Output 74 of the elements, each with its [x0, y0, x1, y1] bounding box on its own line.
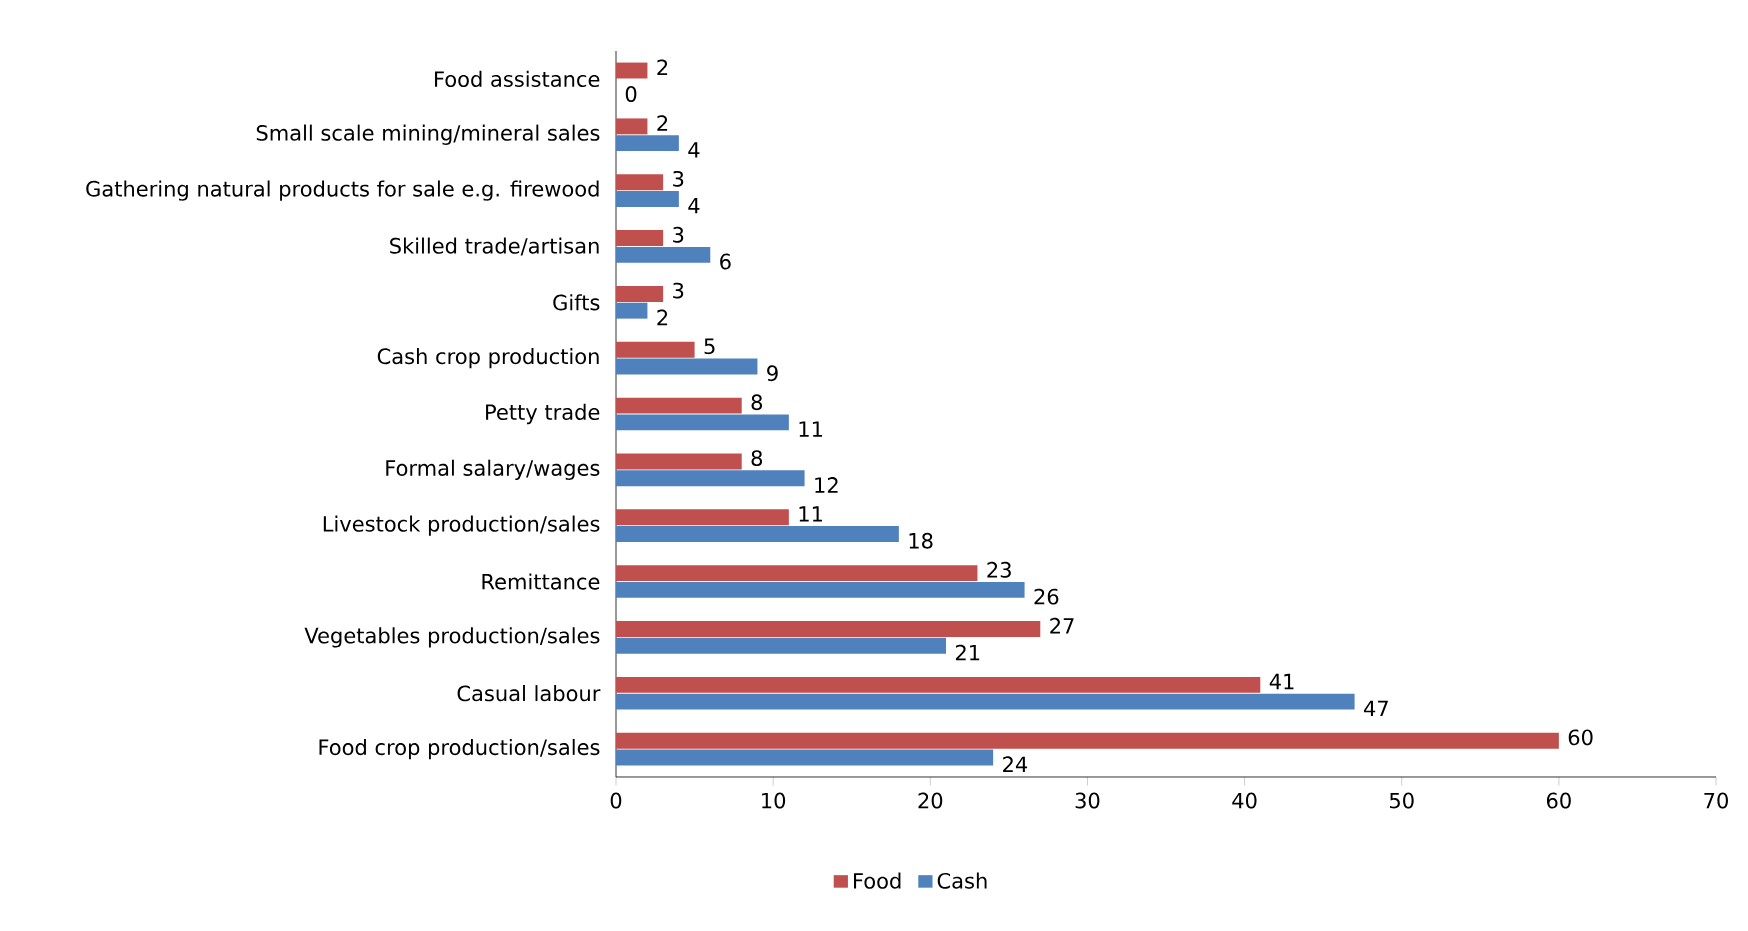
bar [616, 246, 711, 263]
data-label: 2 [657, 309, 668, 326]
y-tick-label: Small scale mining/mineral sales [256, 124, 600, 145]
data-label: 6 [720, 253, 731, 270]
bar [616, 509, 789, 526]
x-tick-label: 20 [918, 792, 943, 809]
bar [616, 118, 648, 135]
data-label: 3 [673, 170, 684, 187]
data-label: 47 [1364, 700, 1388, 716]
y-tick-label: Skilled trade/artisan [390, 237, 599, 256]
data-label: 26 [1034, 588, 1059, 605]
data-label: 11 [799, 421, 823, 437]
data-label: 2 [657, 59, 668, 75]
data-label: 41 [1269, 673, 1294, 690]
bar [616, 285, 664, 302]
bar [616, 62, 648, 79]
bar [616, 470, 805, 487]
data-label: 60 [1568, 729, 1593, 746]
y-tick-label: Food crop production/sales [319, 738, 600, 760]
data-label: 18 [909, 532, 933, 549]
bar [616, 358, 758, 375]
y-tick-label: Petty trade [486, 403, 600, 425]
bar [616, 676, 1261, 693]
data-label: 21 [955, 644, 980, 661]
bar [616, 693, 1355, 710]
legend-label: Cash [937, 872, 987, 889]
bar [616, 414, 789, 431]
bar [616, 230, 664, 247]
x-tick-label: 0 [610, 792, 622, 809]
bar [616, 341, 695, 358]
data-label: 3 [673, 226, 684, 243]
y-tick-label: Remittance [482, 573, 600, 590]
data-label: 2 [657, 115, 668, 131]
x-tick-label: 40 [1232, 792, 1257, 809]
bar [616, 453, 742, 470]
y-tick-label: Food assistance [435, 70, 600, 88]
data-label: 9 [767, 365, 778, 382]
data-label: 27 [1050, 617, 1074, 634]
bar [616, 302, 648, 319]
bar [616, 174, 664, 191]
data-label: 8 [751, 394, 763, 411]
x-tick-label: 10 [762, 792, 786, 809]
y-tick-label: Formal salary/wages [386, 459, 600, 480]
legend-label: Food [854, 872, 901, 889]
data-label: 3 [673, 282, 684, 299]
data-label: 5 [704, 338, 715, 355]
data-label: 11 [799, 506, 823, 522]
data-label: 4 [688, 142, 700, 158]
x-tick-label: 30 [1075, 792, 1100, 809]
bar [616, 732, 1559, 749]
y-tick-label: Casual labour [457, 685, 601, 702]
data-label: 8 [751, 450, 763, 467]
y-tick-label: Livestock production/sales [323, 515, 600, 536]
y-tick-label: Vegetables production/sales [304, 627, 600, 648]
x-tick-label: 60 [1546, 792, 1571, 809]
bar [616, 581, 1025, 598]
data-label: 23 [987, 561, 1011, 578]
bar [616, 397, 742, 414]
bar [616, 135, 679, 152]
data-label: 24 [1003, 756, 1028, 772]
bar [616, 526, 899, 543]
x-tick-label: 50 [1389, 792, 1414, 809]
bar [616, 637, 947, 654]
data-label: 12 [815, 477, 838, 493]
bar [616, 565, 978, 582]
bar [616, 621, 1041, 637]
y-tick-label: Cash crop production [377, 348, 599, 369]
bar [616, 191, 679, 207]
y-tick-label: Gathering natural products for sale e.g. firewood [86, 180, 599, 201]
data-label: 4 [688, 198, 700, 214]
y-tick-label: Gifts [553, 294, 600, 311]
x-tick-label: 70 [1704, 792, 1728, 809]
bar [616, 749, 994, 766]
data-label: 0 [625, 86, 637, 102]
